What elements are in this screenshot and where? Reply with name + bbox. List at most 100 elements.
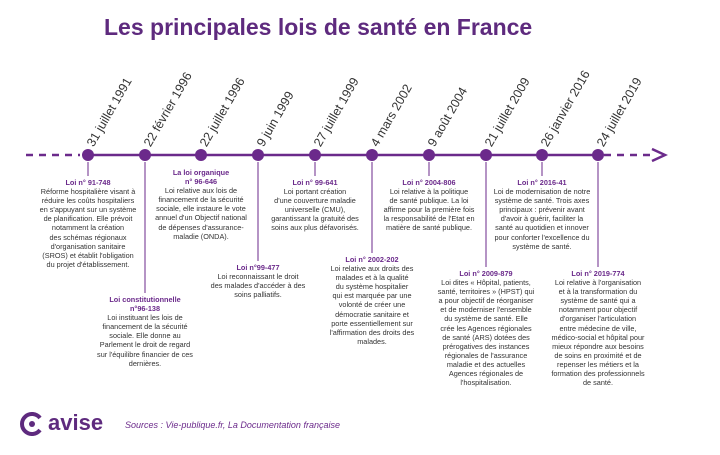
- law-description-line: en s'appuyant sur un système: [39, 205, 137, 215]
- law-description-line: système de santé. Trois axes: [494, 196, 590, 206]
- law-description-line: médico-social et hôpital pour: [551, 332, 645, 342]
- timeline-dot: [82, 149, 94, 161]
- law-description-line: soins palliatifs.: [234, 290, 282, 300]
- law-description-line: l'hospitalisation.: [460, 378, 512, 388]
- timeline-dot: [195, 149, 207, 161]
- law-description-line: volonté de créer une: [338, 300, 406, 310]
- law-description-line: l'affirmation des droits des: [329, 327, 415, 337]
- law-description-line: régionales de l'assurance: [444, 350, 528, 360]
- law-description-line: système de santé.: [512, 241, 572, 251]
- law-description-line: Loi de modernisation de notre: [493, 187, 591, 197]
- law-description-line: et à la transformation du: [558, 287, 638, 297]
- law-description-line: Loi relative aux lois de: [164, 186, 238, 196]
- law-description-line: santé au quotidien et innover: [495, 223, 589, 233]
- law-description-line: santé, territoires » (HPST) qui: [437, 287, 535, 297]
- law-title: Loi n° 2009-879: [459, 269, 513, 278]
- law-description-line: réduire les coûts hospitaliers: [41, 196, 135, 206]
- law-description-line: d'organisation sanitaire: [50, 241, 126, 251]
- law-description-line: de santé.: [582, 378, 614, 388]
- law-title: Loi n° 2002-202: [345, 255, 399, 264]
- law-block: Loi n° 2016-41 Loi de modernisation de no…: [486, 178, 598, 251]
- logo-name: avise: [48, 410, 104, 435]
- timeline-dot: [252, 149, 264, 161]
- law-block: Loi n° 2019-774 Loi relative à l'organisa…: [542, 269, 654, 387]
- law-description-line: Agences régionales de: [448, 369, 524, 379]
- law-description-line: de planification. Elle prévoit: [43, 214, 133, 224]
- law-description-line: Réforme hospitalière visant à: [40, 187, 136, 197]
- law-description-line: d'organiser l'articulation: [559, 314, 637, 324]
- law-description-line: du projet d'établissement.: [46, 259, 130, 269]
- law-description-line: Loi reconnaissant le droit: [217, 272, 299, 282]
- law-block: Loi n° 99-641 Loi portant création d'une c…: [259, 178, 371, 233]
- law-description-line: sociale. Elle donne au: [109, 331, 181, 341]
- law-description-line: crée les Agences régionales: [440, 323, 532, 333]
- law-title: La loi organique: [172, 168, 230, 177]
- law-description-line: principaux : prévenir avant: [499, 205, 585, 215]
- law-description-line: du système de santé. Elle: [444, 314, 528, 324]
- law-description-line: Loi portant création: [283, 187, 347, 197]
- law-description-line: et de moderniser l'ensemble: [440, 305, 532, 315]
- law-description-line: des malades d'accéder à des: [210, 281, 306, 291]
- law-title: n°96-138: [129, 304, 161, 314]
- law-description-line: matière de santé publique.: [386, 223, 472, 233]
- law-description-line: malades.: [357, 336, 387, 346]
- law-description-line: notamment pour objectif: [558, 305, 638, 315]
- timeline-dot: [423, 149, 435, 161]
- law-description-line: Loi dites « Hôpital, patients,: [441, 278, 531, 288]
- law-description-line: annuel d'un Objectif national: [155, 213, 247, 223]
- law-description-line: des schémas régionaux: [49, 232, 127, 242]
- sources-text: Sources : Vie-publique.fr, La Documentat…: [125, 420, 340, 430]
- law-description-line: porte essentiellement sur: [331, 318, 413, 328]
- law-description-line: universelle (CMU),: [284, 205, 346, 215]
- timeline-dot: [480, 149, 492, 161]
- law-block: La loi organique n° 96-646 Loi relative au…: [142, 168, 260, 241]
- law-title: Loi constitutionnelle: [109, 295, 181, 304]
- law-description-line: dernières.: [128, 358, 162, 368]
- law-title: Loi n°99-477: [236, 263, 280, 272]
- timeline-dot: [366, 149, 378, 161]
- law-title: Loi n° 2016-41: [517, 178, 567, 187]
- law-description-line: pour conforter l'excellence du: [494, 232, 590, 242]
- law-description-line: démocratie sanitaire et: [335, 309, 409, 319]
- law-description-line: du système hospitalier: [335, 282, 409, 292]
- law-description-line: financement de la sécurité: [158, 195, 244, 205]
- law-description-line: malades et à la qualité: [335, 273, 409, 283]
- law-description-line: Loi relative à la politique: [389, 187, 469, 197]
- avise-logo-icon: [20, 412, 42, 436]
- law-description-line: de soins en proximité et de: [554, 350, 642, 360]
- law-block: Loi constitutionnelle n°96-138 Loi institu…: [85, 295, 205, 368]
- law-title: Loi n° 2004-806: [402, 178, 456, 187]
- law-description-line: de dépenses d'assurance-: [158, 222, 244, 232]
- law-description-line: qui est marquée par une: [332, 291, 412, 301]
- law-block: Loi n° 91-748 Réforme hospitalière visant…: [29, 178, 147, 269]
- law-description-line: la responsabilité de l'Etat en: [383, 214, 475, 224]
- law-description-line: financement de la sécurité: [102, 322, 188, 332]
- law-title: n° 96-646: [184, 177, 218, 187]
- law-description-line: de santé (ARS) dotées des: [442, 332, 530, 342]
- law-description-line: Loi relative à l'organisation: [554, 278, 642, 288]
- law-description-line: d'avoir à guérir, faciliter la: [500, 214, 584, 224]
- timeline-dot: [139, 149, 151, 161]
- law-description-line: sociale, elle instaure le vote: [156, 204, 246, 214]
- law-block: Loi n° 2009-879 Loi dites « Hôpital, pati…: [430, 269, 542, 387]
- law-description-line: prérogatives des instances: [442, 341, 530, 351]
- law-description-line: d'une couverture maladie: [274, 196, 356, 206]
- law-description-line: a pour objectif de réorganiser: [438, 296, 534, 306]
- law-description-line: (SROS) et établit l'obligation: [42, 250, 134, 260]
- law-description-line: soins aux plus défavorisés.: [271, 223, 359, 233]
- law-title: Loi n° 99-641: [292, 178, 338, 187]
- law-description-line: notamment la création: [51, 223, 125, 233]
- law-description-line: de santé publique. La loi: [389, 196, 469, 206]
- timeline-dot: [536, 149, 548, 161]
- law-description-line: maladie (ONDA).: [173, 231, 229, 241]
- law-block: Loi n°99-477 Loi reconnaissant le droit de…: [204, 263, 312, 299]
- law-description-line: mieux répondre aux besoins: [552, 341, 644, 351]
- law-title: Loi n° 91-748: [65, 178, 111, 187]
- law-title: Loi n° 2019-774: [571, 269, 625, 278]
- law-description-line: système de santé qui a: [560, 296, 636, 306]
- law-description-line: Parlement le droit de regard: [99, 340, 191, 350]
- law-description-line: garantissant la gratuité des: [271, 214, 359, 224]
- timeline-dot: [592, 149, 604, 161]
- law-description-line: formation des professionnels: [551, 369, 645, 379]
